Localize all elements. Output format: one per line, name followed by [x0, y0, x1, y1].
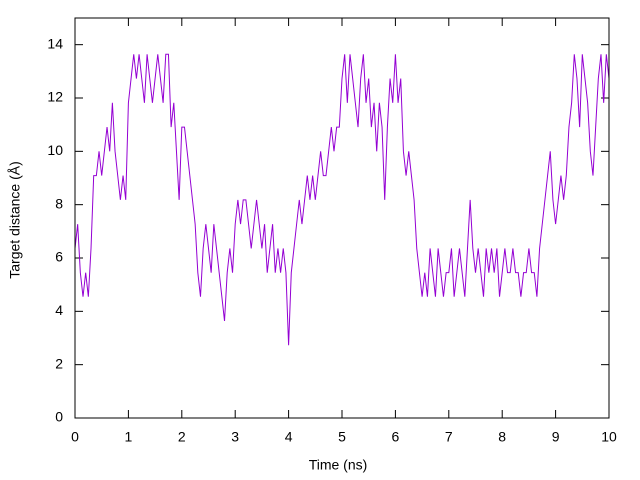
- x-tick-label: 9: [552, 429, 560, 445]
- data-line: [74, 53, 610, 346]
- y-tick-label: 6: [55, 249, 63, 265]
- y-axis-label: Target distance (Å): [7, 161, 23, 279]
- x-tick-label: 0: [71, 429, 79, 445]
- plot-border: [74, 17, 610, 419]
- y-tick-label: 12: [47, 89, 63, 105]
- x-tick-label: 10: [601, 429, 617, 445]
- y-tick-label: 2: [55, 355, 63, 371]
- y-tick-label: 14: [47, 35, 63, 51]
- y-tick-label: 4: [55, 302, 63, 318]
- x-tick-label: 1: [125, 429, 133, 445]
- x-tick-label: 8: [498, 429, 506, 445]
- x-tick-label: 5: [338, 429, 346, 445]
- x-tick-label: 2: [178, 429, 186, 445]
- x-axis-label: Time (ns): [309, 457, 368, 473]
- y-tick-label: 10: [47, 142, 63, 158]
- x-tick-label: 4: [285, 429, 293, 445]
- x-tick-label: 3: [231, 429, 239, 445]
- y-tick-label: 8: [55, 195, 63, 211]
- x-tick-label: 6: [392, 429, 400, 445]
- y-tick-label: 0: [55, 409, 63, 425]
- x-tick-label: 7: [445, 429, 453, 445]
